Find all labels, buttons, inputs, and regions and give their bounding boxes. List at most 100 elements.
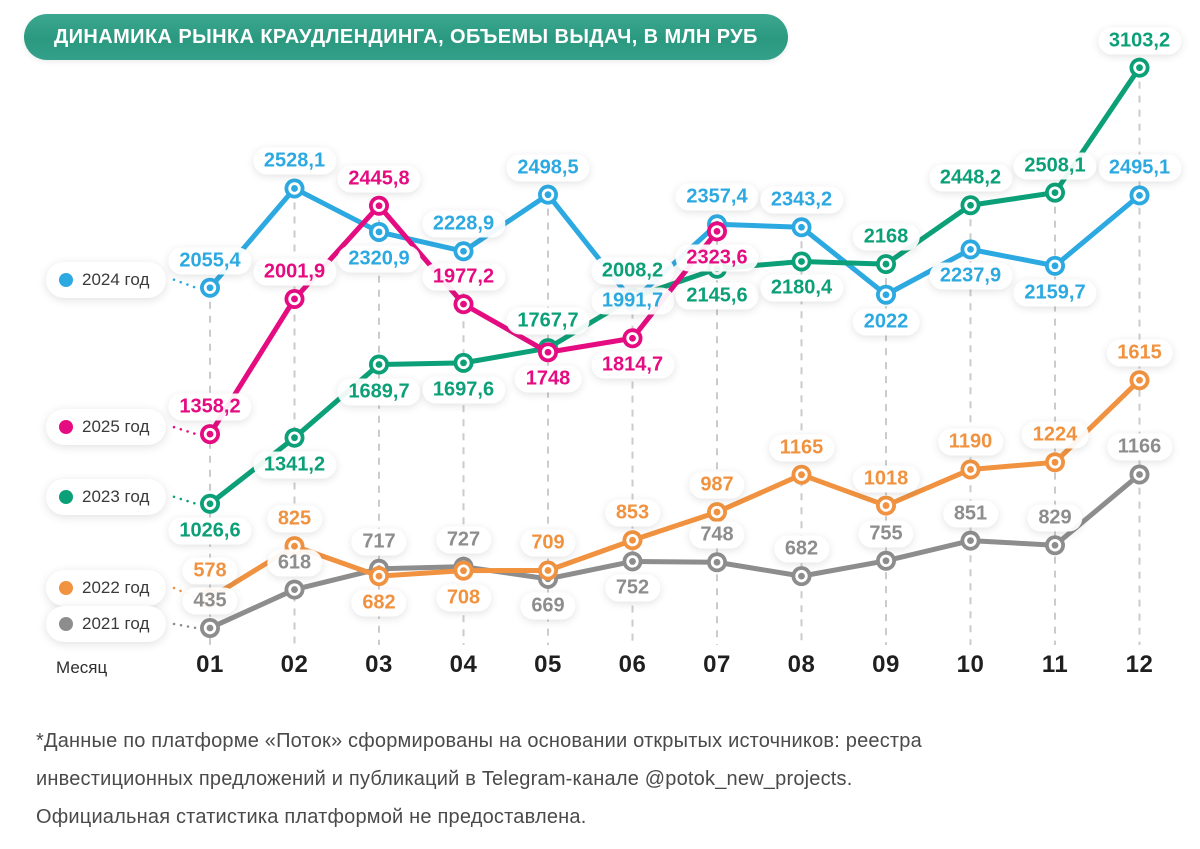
x-tick-02: 02 [280, 651, 309, 678]
data-point-2022 [291, 542, 298, 550]
legend-item-2021: 2021 год [46, 606, 167, 642]
data-point-2024 [460, 247, 467, 255]
data-point-2024 [206, 284, 214, 292]
data-point-2021 [291, 586, 298, 593]
data-point-2021 [1051, 541, 1059, 549]
footnote: *Данные по платформе «Поток» сформирован… [36, 722, 1076, 836]
point-label-2022: 1165 [768, 434, 835, 462]
point-label-2024: 2237,9 [928, 262, 1013, 290]
point-label-2025: 1977,2 [421, 263, 506, 291]
data-point-2022 [375, 572, 383, 580]
x-axis-title: Месяц [56, 658, 108, 677]
x-tick-05: 05 [534, 651, 562, 678]
data-point-2023 [375, 361, 383, 368]
footnote-line: Официальная статистика платформой не пре… [36, 806, 587, 828]
point-labels-layer: 2055,4 2528,1 2320,9 2228,9 2498,5 1991,7 2357… [168, 27, 1182, 620]
point-label-2022: 709 [520, 529, 576, 557]
legend-dot-icon [59, 489, 73, 504]
point-label-2024: 2357,4 [675, 183, 759, 211]
page-title: ДИНАМИКА РЫНКА КРАУДЛЕНДИНГА, ОБЪЕМЫ ВЫД… [24, 14, 788, 60]
x-tick-11: 11 [1041, 651, 1069, 678]
point-label-2021: 755 [858, 520, 914, 548]
legend-label: 2024 год [82, 269, 150, 289]
x-tick-04: 04 [449, 651, 478, 678]
point-label-2021: 682 [773, 535, 830, 563]
data-point-2021 [882, 557, 890, 565]
x-tick-06: 06 [618, 651, 647, 678]
data-point-2024 [1136, 191, 1143, 199]
data-point-2021 [798, 572, 805, 580]
point-label-2023: 1026,6 [168, 517, 252, 545]
data-point-2022 [713, 508, 721, 516]
data-point-2023 [460, 359, 467, 367]
point-label-2025: 2001,9 [252, 258, 337, 286]
footnote-line: инвестиционных предложений и публикаций … [36, 768, 853, 790]
legend-label: 2021 год [82, 614, 150, 633]
data-point-2025 [713, 227, 721, 235]
data-point-2023 [206, 500, 214, 508]
point-label-2021: 748 [689, 521, 745, 549]
data-point-2021 [629, 558, 636, 565]
point-label-2025: 2445,8 [337, 165, 421, 193]
line-chart [172, 57, 1150, 645]
data-point-2025 [375, 202, 383, 210]
point-label-2022: 825 [266, 505, 323, 533]
legend-dot-icon [59, 617, 73, 631]
point-label-2023: 2180,4 [759, 274, 844, 302]
data-point-2023 [1136, 64, 1143, 72]
footnote-line: *Данные по платформе «Поток» сформирован… [36, 730, 922, 752]
data-point-2023 [798, 258, 805, 265]
point-label-2023: 2508,1 [1013, 152, 1097, 180]
legend-label: 2025 год [82, 417, 150, 437]
data-point-2023 [882, 260, 890, 268]
legend-item-2025: 2025 год [46, 409, 167, 446]
data-point-2024 [291, 185, 298, 192]
data-point-2024 [798, 223, 805, 231]
point-label-2025: 1814,7 [590, 351, 675, 379]
data-point-2023 [291, 434, 298, 442]
data-point-2025 [544, 348, 552, 356]
x-tick-12: 12 [1125, 651, 1154, 678]
point-label-2021: 669 [520, 592, 576, 620]
data-point-2025 [460, 300, 467, 308]
point-label-2022: 987 [689, 471, 745, 499]
point-label-2021: 717 [351, 528, 407, 556]
x-tick-07: 07 [703, 651, 731, 678]
point-label-2024: 2495,1 [1097, 154, 1182, 182]
point-label-2022: 708 [435, 584, 492, 612]
point-label-2022: 578 [182, 557, 238, 585]
legend-item-2024: 2024 год [46, 261, 167, 298]
data-point-2024 [1051, 262, 1059, 270]
data-point-2021 [713, 558, 721, 566]
point-label-2024: 2343,2 [759, 186, 844, 214]
point-label-2023: 3103,2 [1097, 27, 1182, 55]
point-label-2022: 682 [351, 589, 407, 617]
point-label-2024: 2159,7 [1013, 279, 1097, 307]
data-point-2022 [882, 502, 890, 509]
point-label-2023: 1689,7 [337, 378, 421, 405]
x-tick-10: 10 [956, 651, 985, 678]
point-label-2023: 2145,6 [675, 282, 759, 310]
legend-dot-icon [59, 580, 73, 595]
data-point-2025 [629, 334, 636, 342]
point-label-2021: 851 [942, 500, 999, 528]
point-label-2023: 1341,2 [252, 451, 337, 479]
data-point-2022 [1136, 376, 1143, 384]
point-label-2024: 2022 [852, 308, 920, 336]
data-point-2022 [460, 567, 467, 575]
legend-label: 2023 год [82, 486, 150, 506]
data-point-2022 [629, 536, 636, 544]
data-point-2024 [967, 245, 974, 253]
data-point-2025 [206, 430, 214, 438]
point-label-2024: 1991,7 [590, 287, 675, 315]
legend-item-2022: 2022 год [46, 569, 167, 606]
legend-item-2023: 2023 год [46, 478, 167, 515]
point-label-2023: 2008,2 [590, 257, 675, 285]
point-label-2021: 618 [266, 549, 323, 577]
data-point-2022 [798, 471, 805, 479]
data-point-2022 [544, 567, 552, 574]
point-label-2021: 435 [182, 587, 238, 615]
data-point-2023 [1051, 189, 1059, 197]
x-tick-09: 09 [872, 651, 900, 678]
